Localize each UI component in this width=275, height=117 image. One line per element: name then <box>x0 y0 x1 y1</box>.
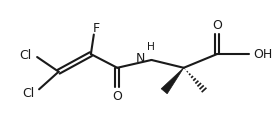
Text: Cl: Cl <box>22 87 34 100</box>
Text: H: H <box>147 42 155 52</box>
Text: OH: OH <box>253 48 272 61</box>
Text: O: O <box>112 90 122 103</box>
Text: F: F <box>93 22 100 35</box>
Text: O: O <box>212 19 222 32</box>
Text: N: N <box>136 51 146 64</box>
Text: Cl: Cl <box>19 49 31 62</box>
Polygon shape <box>161 68 184 94</box>
